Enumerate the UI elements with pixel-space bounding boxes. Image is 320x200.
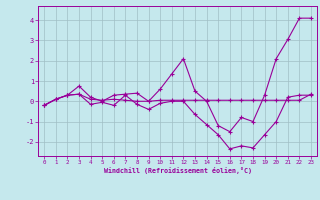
- X-axis label: Windchill (Refroidissement éolien,°C): Windchill (Refroidissement éolien,°C): [104, 167, 252, 174]
